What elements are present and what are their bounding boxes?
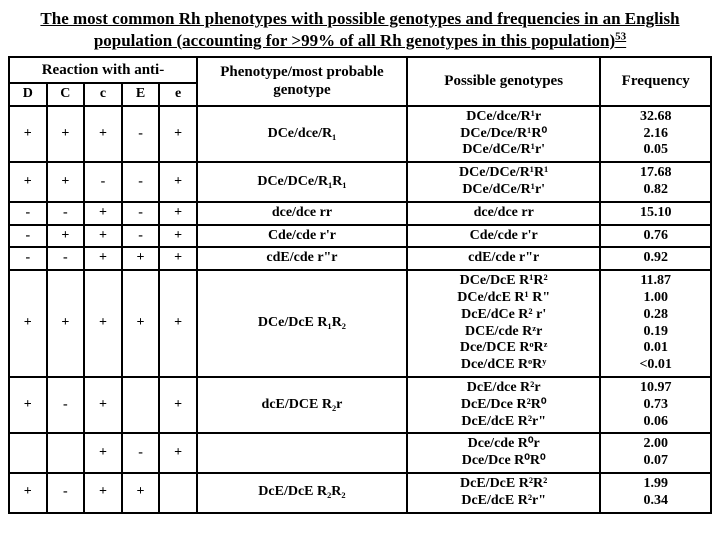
frequency-cell: 32.68 2.16 0.05 xyxy=(600,106,711,162)
phenotype-cell: DCe/DCe/R₁R₁ xyxy=(197,162,407,202)
title-line2: population (accounting for >99% of all R… xyxy=(94,31,615,50)
frequency-cell: 11.87 1.00 0.28 0.19 0.01 <0.01 xyxy=(600,270,711,377)
frequency-cell: 2.00 0.07 xyxy=(600,433,711,473)
reaction-cell: + xyxy=(122,247,160,270)
reaction-cell: + xyxy=(9,473,47,513)
phenotype-cell: dce/dce rr xyxy=(197,202,407,225)
reaction-cell: + xyxy=(122,473,160,513)
reaction-cell: + xyxy=(159,106,197,162)
reaction-cell: + xyxy=(47,162,85,202)
genotypes-cell: Cde/cde r'r xyxy=(407,225,600,248)
genotypes-cell: cdE/cde r"r xyxy=(407,247,600,270)
table-title: The most common Rh phenotypes with possi… xyxy=(8,8,712,52)
table-row: +++++DCe/DcE R₁R₂DCe/DcE R¹R² DCe/dcE R¹… xyxy=(9,270,711,377)
reaction-cell: + xyxy=(159,247,197,270)
genotypes-cell: DCe/dce/R¹r DCe/Dce/R¹R⁰ DCe/dCe/R¹r' xyxy=(407,106,600,162)
frequency-cell: 0.92 xyxy=(600,247,711,270)
genotypes-cell: DcE/DcE R²R² DcE/dcE R²r" xyxy=(407,473,600,513)
reaction-cell: - xyxy=(122,162,160,202)
header-frequency: Frequency xyxy=(600,57,711,106)
title-ref: 53 xyxy=(615,31,626,43)
reaction-cell: + xyxy=(47,225,85,248)
reaction-cell: - xyxy=(122,433,160,473)
reaction-cell: - xyxy=(9,202,47,225)
reaction-cell: + xyxy=(84,247,122,270)
genotypes-cell: DcE/dce R²r DcE/Dce R²R⁰ DcE/dcE R²r" xyxy=(407,377,600,433)
reaction-cell xyxy=(159,473,197,513)
reaction-cell: + xyxy=(9,270,47,377)
reaction-cell: + xyxy=(84,202,122,225)
reaction-cell: + xyxy=(47,106,85,162)
reaction-cell: + xyxy=(9,162,47,202)
reaction-cell: + xyxy=(122,270,160,377)
table-row: +-+ Dce/cde R⁰r Dce/Dce R⁰R⁰2.00 0.07 xyxy=(9,433,711,473)
phenotype-cell: DCe/DcE R₁R₂ xyxy=(197,270,407,377)
phenotype-cell: DCe/dce/R₁ xyxy=(197,106,407,162)
header-genotypes: Possible genotypes xyxy=(407,57,600,106)
reaction-cell: + xyxy=(159,162,197,202)
genotypes-cell: DCe/DcE R¹R² DCe/dcE R¹ R" DcE/dCe R² r'… xyxy=(407,270,600,377)
reaction-cell: + xyxy=(84,225,122,248)
table-row: +++-+DCe/dce/R₁DCe/dce/R¹r DCe/Dce/R¹R⁰ … xyxy=(9,106,711,162)
reaction-cell: + xyxy=(84,377,122,433)
frequency-cell: 15.10 xyxy=(600,202,711,225)
reaction-cell: + xyxy=(9,377,47,433)
frequency-cell: 10.97 0.73 0.06 xyxy=(600,377,711,433)
table-row: -++-+Cde/cde r'rCde/cde r'r0.76 xyxy=(9,225,711,248)
phenotype-cell xyxy=(197,433,407,473)
title-line1: The most common Rh phenotypes with possi… xyxy=(40,9,679,28)
reaction-cell: - xyxy=(84,162,122,202)
phenotype-cell: Cde/cde r'r xyxy=(197,225,407,248)
reaction-cell: - xyxy=(47,473,85,513)
reaction-cell: - xyxy=(9,247,47,270)
genotypes-cell: Dce/cde R⁰r Dce/Dce R⁰R⁰ xyxy=(407,433,600,473)
genotypes-cell: dce/dce rr xyxy=(407,202,600,225)
table-row: ++--+DCe/DCe/R₁R₁DCe/DCe/R¹R¹ DCe/dCe/R¹… xyxy=(9,162,711,202)
reaction-cell: - xyxy=(122,225,160,248)
reaction-cell: + xyxy=(159,433,197,473)
reaction-cell: + xyxy=(159,377,197,433)
reaction-cell: - xyxy=(122,106,160,162)
reaction-cell xyxy=(47,433,85,473)
header-phenotype: Phenotype/most probable genotype xyxy=(197,57,407,106)
frequency-cell: 1.99 0.34 xyxy=(600,473,711,513)
reaction-cell: - xyxy=(47,247,85,270)
header-col-e: e xyxy=(159,83,197,106)
reaction-cell: + xyxy=(47,270,85,377)
header-col-c: c xyxy=(84,83,122,106)
reaction-cell: - xyxy=(122,202,160,225)
reaction-cell: - xyxy=(47,377,85,433)
table-row: +-++DcE/DcE R₂R₂DcE/DcE R²R² DcE/dcE R²r… xyxy=(9,473,711,513)
genotypes-cell: DCe/DCe/R¹R¹ DCe/dCe/R¹r' xyxy=(407,162,600,202)
reaction-cell: + xyxy=(159,225,197,248)
table-row: --+-+dce/dce rrdce/dce rr15.10 xyxy=(9,202,711,225)
header-col-C: C xyxy=(47,83,85,106)
reaction-cell: + xyxy=(84,270,122,377)
reaction-cell: + xyxy=(159,270,197,377)
reaction-cell xyxy=(122,377,160,433)
reaction-cell: + xyxy=(9,106,47,162)
table-row: +-++dcE/DCE R₂rDcE/dce R²r DcE/Dce R²R⁰ … xyxy=(9,377,711,433)
frequency-cell: 0.76 xyxy=(600,225,711,248)
header-col-E: E xyxy=(122,83,160,106)
table-row: --+++cdE/cde r"rcdE/cde r"r0.92 xyxy=(9,247,711,270)
reaction-cell xyxy=(9,433,47,473)
header-reaction: Reaction with anti- xyxy=(9,57,197,83)
phenotype-cell: DcE/DcE R₂R₂ xyxy=(197,473,407,513)
phenotype-cell: dcE/DCE R₂r xyxy=(197,377,407,433)
reaction-cell: + xyxy=(84,433,122,473)
frequency-cell: 17.68 0.82 xyxy=(600,162,711,202)
rh-phenotype-table: Reaction with anti- Phenotype/most proba… xyxy=(8,56,712,514)
reaction-cell: - xyxy=(47,202,85,225)
reaction-cell: - xyxy=(9,225,47,248)
header-col-D: D xyxy=(9,83,47,106)
reaction-cell: + xyxy=(84,473,122,513)
phenotype-cell: cdE/cde r"r xyxy=(197,247,407,270)
reaction-cell: + xyxy=(84,106,122,162)
reaction-cell: + xyxy=(159,202,197,225)
